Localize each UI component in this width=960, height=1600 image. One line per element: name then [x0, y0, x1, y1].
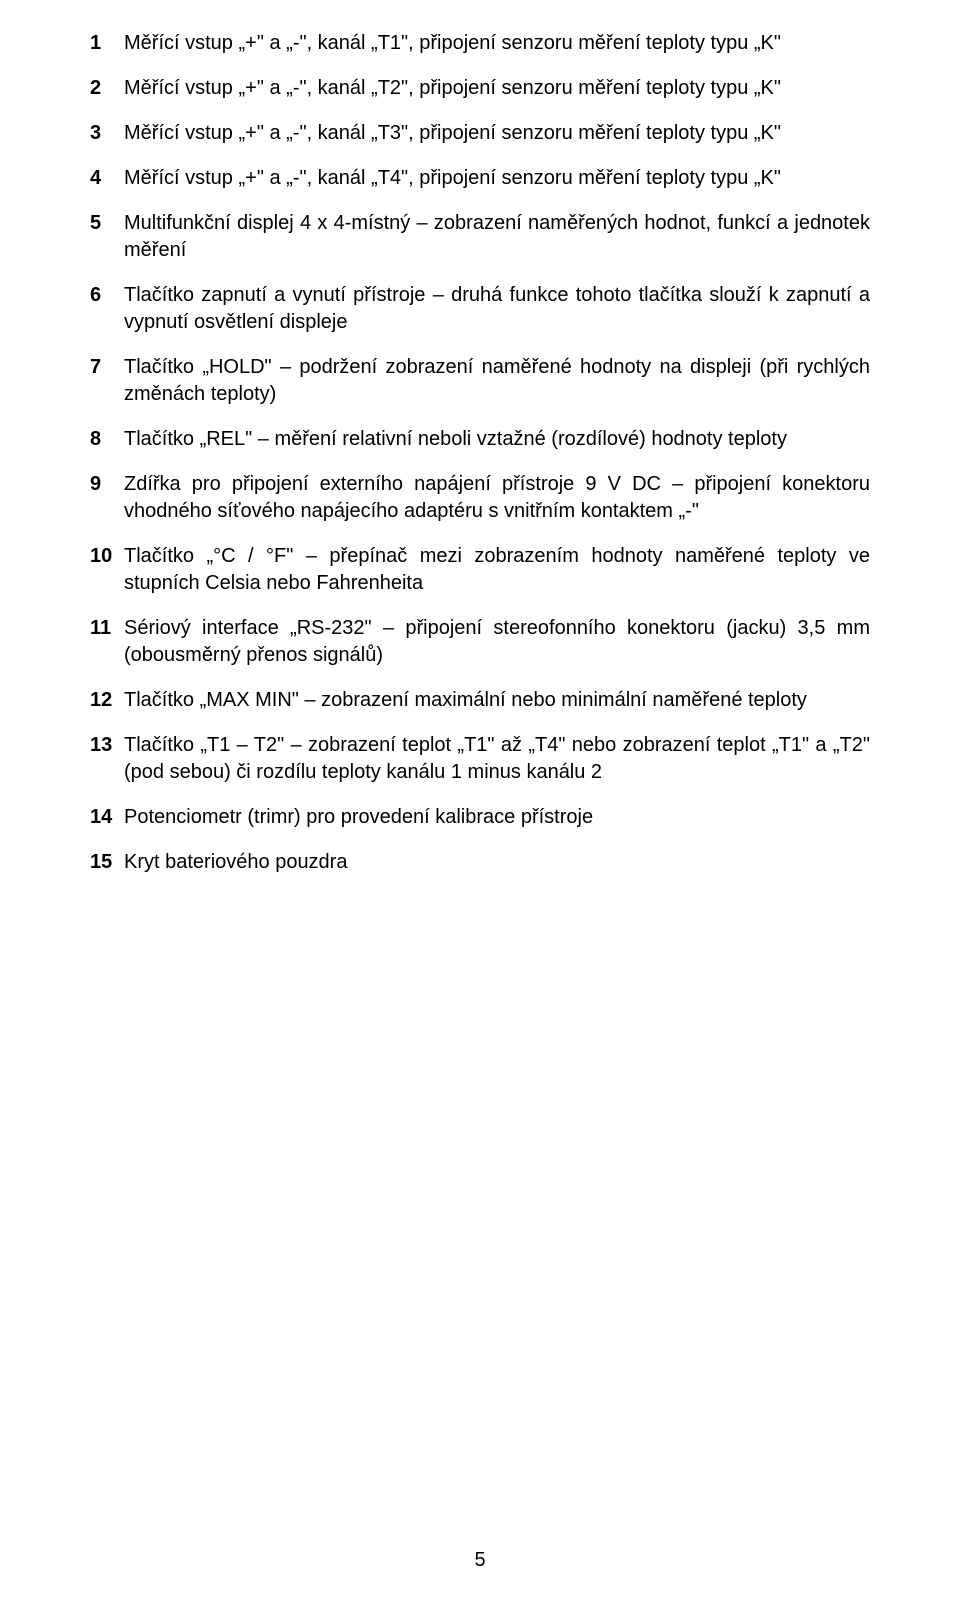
item-text: Měřící vstup „+" a „-", kanál „T2", přip…: [124, 75, 870, 102]
list-item: 6 Tlačítko zapnutí a vynutí přístroje – …: [90, 282, 870, 336]
item-text: Zdířka pro připojení externího napájení …: [124, 471, 870, 525]
list-item: 4 Měřící vstup „+" a „-", kanál „T4", př…: [90, 165, 870, 192]
list-item: 11 Sériový interface „RS-232" – připojen…: [90, 615, 870, 669]
item-text: Multifunkční displej 4 x 4-místný – zobr…: [124, 210, 870, 264]
list-item: 8 Tlačítko „REL" – měření relativní nebo…: [90, 426, 870, 453]
item-number: 9: [90, 471, 124, 498]
list-item: 15 Kryt bateriového pouzdra: [90, 849, 870, 876]
item-text: Měřící vstup „+" a „-", kanál „T4", přip…: [124, 165, 870, 192]
item-text: Tlačítko „°C / °F" – přepínač mezi zobra…: [124, 543, 870, 597]
list-item: 3 Měřící vstup „+" a „-", kanál „T3", př…: [90, 120, 870, 147]
item-text: Měřící vstup „+" a „-", kanál „T1", přip…: [124, 30, 870, 57]
page-number: 5: [0, 1549, 960, 1572]
item-text: Měřící vstup „+" a „-", kanál „T3", přip…: [124, 120, 870, 147]
list-item: 12 Tlačítko „MAX MIN" – zobrazení maximá…: [90, 687, 870, 714]
item-text: Tlačítko „MAX MIN" – zobrazení maximální…: [124, 687, 870, 714]
item-text: Tlačítko „REL" – měření relativní neboli…: [124, 426, 870, 453]
item-text: Sériový interface „RS-232" – připojení s…: [124, 615, 870, 669]
item-number: 11: [90, 615, 124, 642]
item-number: 6: [90, 282, 124, 309]
item-number: 15: [90, 849, 124, 876]
list-item: 9 Zdířka pro připojení externího napájen…: [90, 471, 870, 525]
item-number: 3: [90, 120, 124, 147]
list-item: 10 Tlačítko „°C / °F" – přepínač mezi zo…: [90, 543, 870, 597]
list-item: 2 Měřící vstup „+" a „-", kanál „T2", př…: [90, 75, 870, 102]
document-page: 1 Měřící vstup „+" a „-", kanál „T1", př…: [0, 0, 960, 1600]
list-item: 14 Potenciometr (trimr) pro provedení ka…: [90, 804, 870, 831]
item-text: Potenciometr (trimr) pro provedení kalib…: [124, 804, 870, 831]
item-number: 2: [90, 75, 124, 102]
list-item: 7 Tlačítko „HOLD" – podržení zobrazení n…: [90, 354, 870, 408]
item-number: 14: [90, 804, 124, 831]
list-item: 1 Měřící vstup „+" a „-", kanál „T1", př…: [90, 30, 870, 57]
item-number: 10: [90, 543, 124, 570]
item-text: Kryt bateriového pouzdra: [124, 849, 870, 876]
item-number: 8: [90, 426, 124, 453]
item-number: 12: [90, 687, 124, 714]
item-number: 13: [90, 732, 124, 759]
item-number: 4: [90, 165, 124, 192]
item-text: Tlačítko zapnutí a vynutí přístroje – dr…: [124, 282, 870, 336]
item-text: Tlačítko „HOLD" – podržení zobrazení nam…: [124, 354, 870, 408]
item-number: 5: [90, 210, 124, 237]
numbered-list: 1 Měřící vstup „+" a „-", kanál „T1", př…: [90, 30, 870, 876]
item-number: 1: [90, 30, 124, 57]
item-text: Tlačítko „T1 – T2" – zobrazení teplot „T…: [124, 732, 870, 786]
list-item: 13 Tlačítko „T1 – T2" – zobrazení teplot…: [90, 732, 870, 786]
list-item: 5 Multifunkční displej 4 x 4-místný – zo…: [90, 210, 870, 264]
item-number: 7: [90, 354, 124, 381]
